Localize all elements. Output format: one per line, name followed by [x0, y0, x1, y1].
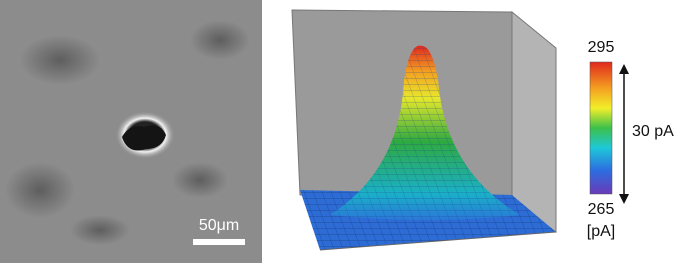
colorbar-unit: [pA] — [587, 223, 615, 240]
scale-bar — [193, 239, 245, 245]
scale-label: 50μm — [199, 217, 239, 234]
range-label: 30 pA — [632, 123, 674, 140]
colorbar-max: 295 — [588, 39, 615, 56]
figure: 50μm 295 265 [pA] 30 pA — [0, 0, 696, 263]
micrograph: 50μm — [0, 0, 262, 263]
surface-plot — [292, 10, 556, 250]
colorbar: 295 265 [pA] 30 pA — [587, 39, 674, 240]
colorbar-min: 265 — [588, 201, 615, 218]
